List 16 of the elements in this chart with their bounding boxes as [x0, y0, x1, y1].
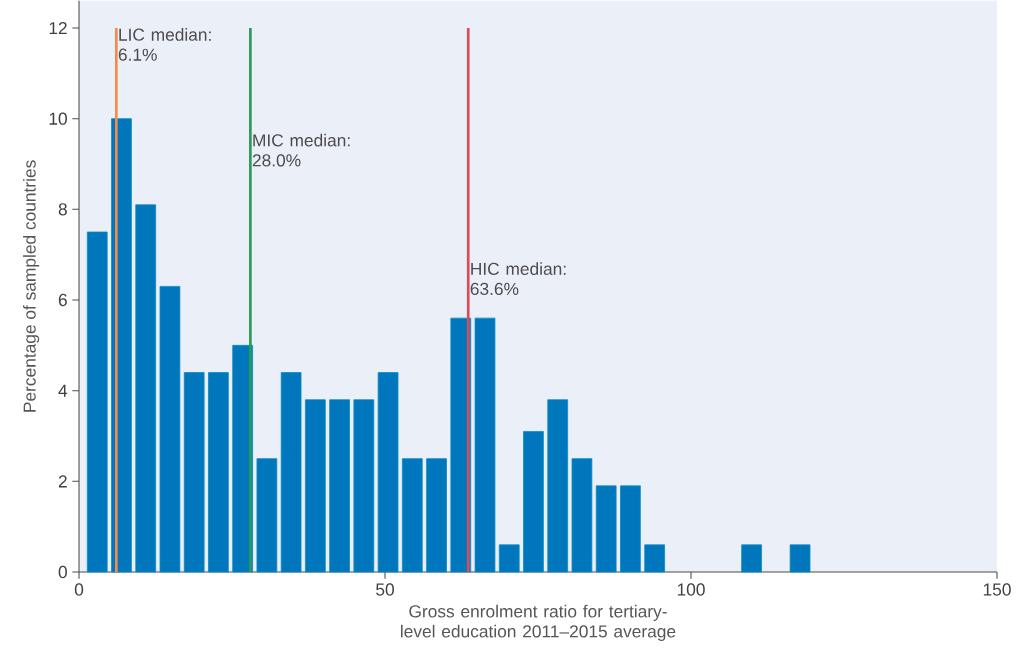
y-tick-label: 0 [58, 565, 67, 579]
y-tick-label: 12 [49, 21, 67, 35]
y-axis-title: Percentage of sampled countries [23, 160, 40, 412]
ref-line-label: HIC median: 63.6% [470, 262, 566, 296]
y-tick-label: 8 [58, 203, 67, 216]
y-tick-label: 6 [58, 293, 67, 307]
x-tick-label: 150 [983, 583, 1011, 596]
x-axis-title: Gross enrolment ratio for tertiary-level education 2011–2015 average [401, 604, 676, 641]
x-tick-label: 0 [74, 583, 84, 596]
y-tick-label: 2 [58, 475, 67, 488]
ref-line-label: MIC median: 28.0% [252, 133, 350, 167]
x-tick-label: 50 [376, 583, 394, 596]
x-tick-label: 100 [677, 583, 705, 596]
y-tick-label: 4 [58, 384, 68, 397]
y-tick-label: 10 [49, 112, 67, 125]
ref-line-label: LIC median: 6.1% [118, 28, 211, 61]
